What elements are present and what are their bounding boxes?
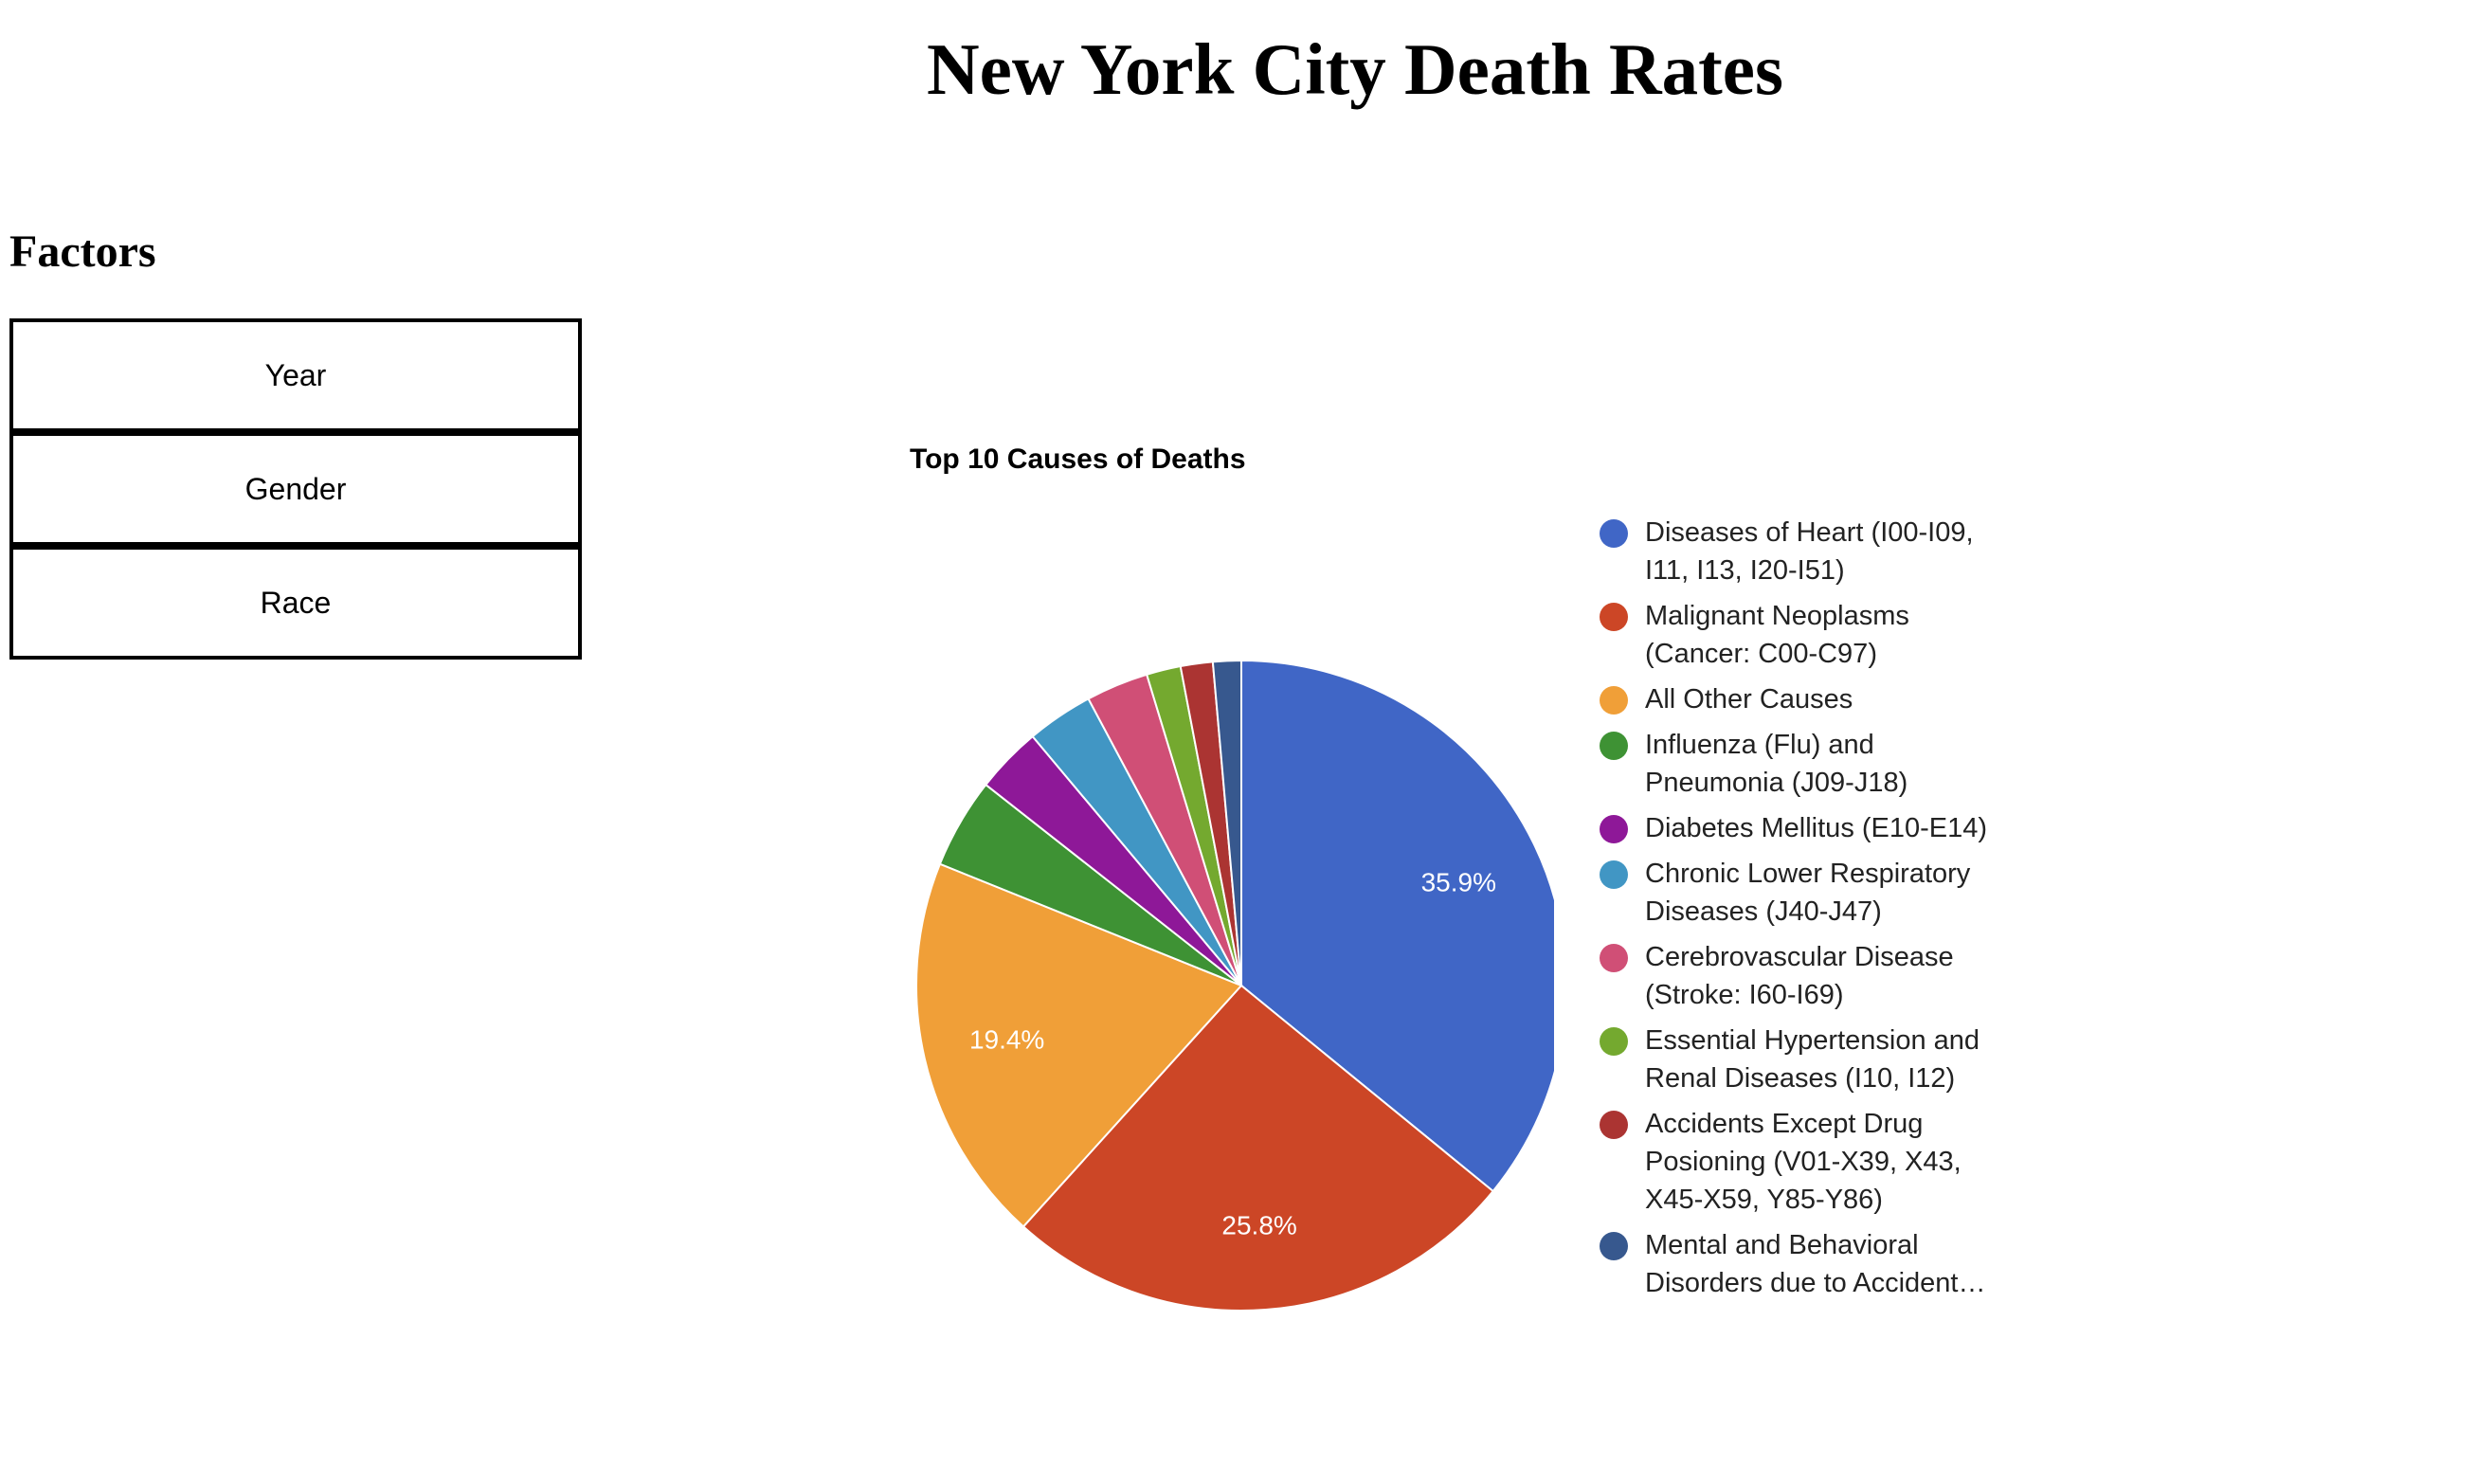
legend-item-8[interactable]: Essential Hypertension and Renal Disease… (1600, 1022, 1998, 1097)
factor-list: Year Gender Race (9, 318, 582, 660)
legend-color-dot (1600, 1232, 1628, 1260)
factors-heading: Factors (9, 226, 156, 277)
legend-label: Influenza (Flu) and Pneumonia (J09-J18) (1645, 730, 1908, 798)
gender-button[interactable]: Gender (9, 432, 582, 546)
legend-item-6[interactable]: Chronic Lower Respiratory Diseases (J40-… (1600, 855, 1998, 931)
race-button[interactable]: Race (9, 546, 582, 660)
legend-label: Malignant Neoplasms (Cancer: C00-C97) (1645, 601, 1909, 669)
pie-slice-2[interactable] (1022, 984, 1495, 1312)
legend-label: Chronic Lower Respiratory Diseases (J40-… (1645, 859, 1971, 927)
legend-color-dot (1600, 519, 1628, 548)
legend-color-dot (1600, 1111, 1628, 1139)
slice-label-1: 35.9% (1421, 868, 1496, 897)
legend-label: Diseases of Heart (I00-I09, I11, I13, I2… (1645, 517, 1974, 586)
chart-legend: Diseases of Heart (I00-I09, I11, I13, I2… (1600, 514, 1998, 1310)
slice-label-2: 25.8% (1221, 1211, 1296, 1240)
legend-item-5[interactable]: Diabetes Mellitus (E10-E14) (1600, 809, 1998, 847)
legend-item-9[interactable]: Accidents Except Drug Posioning (V01-X39… (1600, 1105, 1998, 1219)
legend-label: Accidents Except Drug Posioning (V01-X39… (1645, 1109, 1962, 1215)
chart-title: Top 10 Causes of Deaths (910, 443, 1246, 475)
legend-color-dot (1600, 860, 1628, 889)
pie-slice-3[interactable] (915, 862, 1243, 1228)
legend-color-dot (1600, 1027, 1628, 1056)
pie-slice-1[interactable] (1240, 659, 1554, 1193)
year-button[interactable]: Year (9, 318, 582, 432)
legend-label: Mental and Behavioral Disorders due to A… (1645, 1230, 1980, 1298)
legend-color-dot (1600, 815, 1628, 843)
pie-slice-10[interactable] (1211, 659, 1242, 986)
pie-chart: 35.9% 25.8% 19.4% (915, 659, 1554, 1312)
legend-color-dot (1600, 686, 1628, 715)
legend-item-3[interactable]: All Other Causes (1600, 680, 1998, 718)
page-title: New York City Death Rates (927, 28, 1783, 110)
legend-label: Diabetes Mellitus (E10-E14) (1645, 813, 1988, 843)
pie-slices (915, 659, 1554, 1312)
legend-color-dot (1600, 732, 1628, 760)
legend-item-7[interactable]: Cerebrovascular Disease (Stroke: I60-I69… (1600, 938, 1998, 1014)
legend-label: Essential Hypertension and Renal Disease… (1645, 1025, 1980, 1094)
slice-label-3: 19.4% (969, 1024, 1044, 1054)
legend-label: Cerebrovascular Disease (Stroke: I60-I69… (1645, 942, 1954, 1010)
legend-color-dot (1600, 603, 1628, 631)
legend-label: All Other Causes (1645, 684, 1853, 715)
legend-color-dot (1600, 944, 1628, 972)
pie-labels: 35.9% 25.8% 19.4% (969, 868, 1496, 1240)
legend-item-1[interactable]: Diseases of Heart (I00-I09, I11, I13, I2… (1600, 514, 1998, 589)
legend-item-10[interactable]: Mental and Behavioral Disorders due to A… (1600, 1226, 1998, 1302)
legend-item-4[interactable]: Influenza (Flu) and Pneumonia (J09-J18) (1600, 726, 1998, 802)
legend-item-2[interactable]: Malignant Neoplasms (Cancer: C00-C97) (1600, 597, 1998, 673)
